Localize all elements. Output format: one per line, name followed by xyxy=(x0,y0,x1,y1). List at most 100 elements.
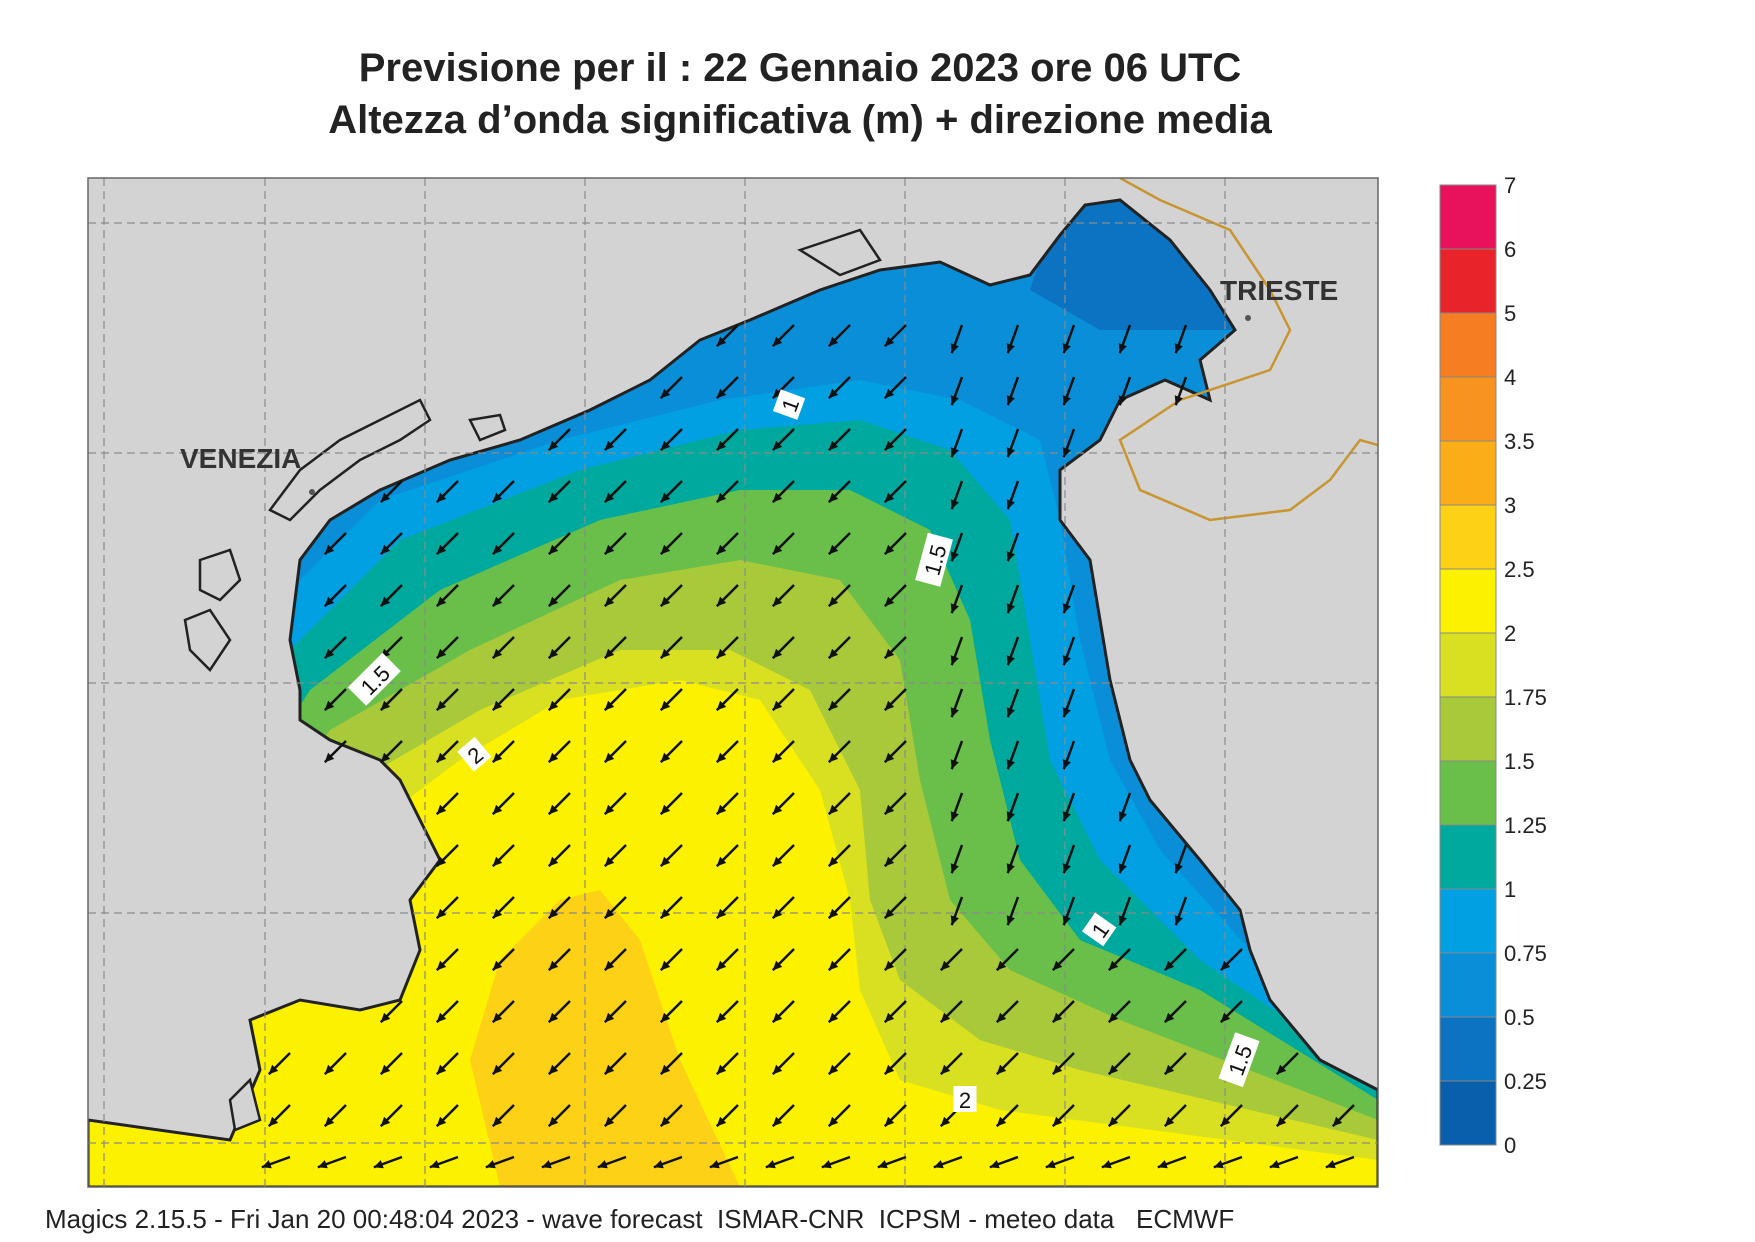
direction-arrow-head xyxy=(548,908,559,919)
direction-arrow-head xyxy=(996,1064,1007,1075)
direction-arrow-head xyxy=(548,1064,559,1075)
legend-tick-label: 1.5 xyxy=(1504,749,1535,774)
direction-arrow-head xyxy=(660,648,671,659)
direction-arrow-head xyxy=(548,544,559,555)
city-label-venezia: VENEZIA xyxy=(180,443,301,474)
direction-arrow-head xyxy=(1062,655,1071,666)
direction-arrow-head xyxy=(772,1116,783,1127)
map-frame xyxy=(87,177,1379,1188)
direction-arrow-head xyxy=(828,388,839,399)
direction-arrow-head xyxy=(1269,1160,1280,1169)
graticule xyxy=(88,178,1378,1187)
direction-arrow-head xyxy=(380,700,391,711)
direction-arrow-head xyxy=(436,1116,447,1127)
direction-arrow-head xyxy=(1006,551,1015,562)
direction-arrow-head xyxy=(548,804,559,815)
direction-arrow-head xyxy=(324,596,335,607)
legend-tick-label: 1 xyxy=(1504,877,1516,902)
legend-swatch xyxy=(1439,1080,1497,1146)
direction-arrow-head xyxy=(1213,1160,1224,1169)
direction-arrow-head xyxy=(604,544,615,555)
legend-tick-label: 0 xyxy=(1504,1133,1516,1158)
direction-arrow-head xyxy=(884,804,895,815)
direction-arrow-head xyxy=(436,700,447,711)
direction-arrow-head xyxy=(436,752,447,763)
direction-arrow-head xyxy=(1052,1064,1063,1075)
direction-arrows xyxy=(261,324,1355,1169)
direction-arrow-head xyxy=(660,388,671,399)
svg-text:2: 2 xyxy=(959,1088,971,1113)
direction-arrow-head xyxy=(604,700,615,711)
direction-arrow-head xyxy=(436,492,447,503)
direction-arrow-head xyxy=(380,1064,391,1075)
direction-arrow-head xyxy=(1157,1160,1168,1169)
footer-credits: Magics 2.15.5 - Fri Jan 20 00:48:04 2023… xyxy=(45,1204,1235,1234)
direction-arrow-head xyxy=(1220,1116,1231,1127)
direction-arrow-head xyxy=(548,596,559,607)
direction-arrow-head xyxy=(996,1116,1007,1127)
direction-arrow-head xyxy=(548,752,559,763)
direction-arrow-head xyxy=(1118,915,1127,926)
direction-arrow-head xyxy=(940,960,951,971)
direction-arrow-head xyxy=(828,596,839,607)
direction-arrow-head xyxy=(772,544,783,555)
direction-arrow-head xyxy=(436,596,447,607)
direction-arrow-head xyxy=(884,1116,895,1127)
direction-arrow-head xyxy=(660,492,671,503)
legend-tick-label: 7 xyxy=(1504,173,1516,198)
legend-swatch xyxy=(1439,1016,1497,1082)
direction-arrow-head xyxy=(604,752,615,763)
direction-arrow-head xyxy=(884,908,895,919)
direction-arrow-head xyxy=(996,960,1007,971)
legend-tick-label: 3 xyxy=(1504,493,1516,518)
direction-arrow-head xyxy=(940,1116,951,1127)
trieste-marker xyxy=(1245,315,1251,321)
direction-arrow-head xyxy=(492,1064,503,1075)
direction-arrow-head xyxy=(828,648,839,659)
direction-arrow-head xyxy=(1052,1116,1063,1127)
direction-arrow-head xyxy=(485,1160,496,1169)
direction-arrow-head xyxy=(1062,915,1071,926)
direction-arrow-head xyxy=(1006,603,1015,614)
direction-arrow-head xyxy=(716,1116,727,1127)
direction-arrow-head xyxy=(1062,811,1071,822)
direction-arrow-head xyxy=(950,447,959,458)
legend-swatch xyxy=(1439,440,1497,506)
direction-arrow-head xyxy=(604,1012,615,1023)
direction-arrow-head xyxy=(548,1012,559,1023)
direction-arrow-head xyxy=(884,388,895,399)
direction-arrow-head xyxy=(716,596,727,607)
legend-swatch xyxy=(1439,824,1497,890)
direction-arrow-head xyxy=(950,499,959,510)
direction-arrow-head xyxy=(1062,395,1071,406)
direction-arrow-head xyxy=(1325,1160,1336,1169)
direction-arrow-head xyxy=(436,804,447,815)
direction-arrow-head xyxy=(380,544,391,555)
direction-arrow-head xyxy=(950,551,959,562)
direction-arrow-head xyxy=(772,804,783,815)
direction-arrow-head xyxy=(828,752,839,763)
legend-swatch xyxy=(1439,888,1497,954)
city-label-trieste: TRIESTE xyxy=(1220,275,1338,306)
direction-arrow-head xyxy=(604,1116,615,1127)
direction-arrow-head xyxy=(828,960,839,971)
direction-arrow-head xyxy=(548,492,559,503)
direction-arrow-head xyxy=(1045,1160,1056,1169)
direction-arrow-head xyxy=(1118,395,1127,406)
direction-arrow-head xyxy=(1220,960,1231,971)
direction-arrow-head xyxy=(716,700,727,711)
legend-swatch xyxy=(1439,696,1497,762)
legend-tick-label: 2 xyxy=(1504,621,1516,646)
legend-tick-label: 1.25 xyxy=(1504,813,1547,838)
direction-arrow-head xyxy=(950,707,959,718)
direction-arrow-head xyxy=(940,1064,951,1075)
direction-arrow-head xyxy=(884,596,895,607)
direction-arrow-head xyxy=(604,440,615,451)
direction-arrow-head xyxy=(772,596,783,607)
legend-tick-label: 4 xyxy=(1504,365,1516,390)
direction-arrow-head xyxy=(1006,811,1015,822)
legend-tick-label: 0.75 xyxy=(1504,941,1547,966)
direction-arrow-head xyxy=(1006,655,1015,666)
direction-arrow-head xyxy=(660,1012,671,1023)
